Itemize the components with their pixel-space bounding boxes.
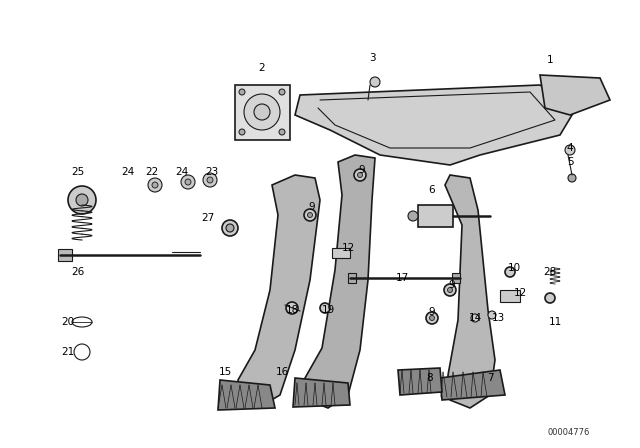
Text: 24: 24 xyxy=(175,167,189,177)
Circle shape xyxy=(429,315,435,320)
Text: 27: 27 xyxy=(202,213,214,223)
Circle shape xyxy=(68,186,96,214)
Bar xyxy=(452,273,460,283)
Text: 24: 24 xyxy=(122,167,134,177)
Circle shape xyxy=(426,312,438,324)
Circle shape xyxy=(568,174,576,182)
Circle shape xyxy=(358,172,362,177)
Text: 11: 11 xyxy=(548,317,562,327)
Circle shape xyxy=(354,169,366,181)
Text: 23: 23 xyxy=(205,167,219,177)
Circle shape xyxy=(181,175,195,189)
Polygon shape xyxy=(238,175,320,408)
Polygon shape xyxy=(305,155,375,408)
Text: 16: 16 xyxy=(275,367,289,377)
Circle shape xyxy=(444,284,456,296)
Text: 1: 1 xyxy=(547,55,554,65)
Circle shape xyxy=(488,311,496,319)
Circle shape xyxy=(304,209,316,221)
Text: 10: 10 xyxy=(508,263,520,273)
Polygon shape xyxy=(540,75,610,115)
Text: 7: 7 xyxy=(486,373,493,383)
Circle shape xyxy=(203,173,217,187)
Text: 6: 6 xyxy=(429,185,435,195)
Polygon shape xyxy=(295,85,575,165)
Circle shape xyxy=(320,303,330,313)
Circle shape xyxy=(565,145,575,155)
Text: 28: 28 xyxy=(543,267,557,277)
Text: 9: 9 xyxy=(308,202,316,212)
Text: 18: 18 xyxy=(285,305,299,315)
Text: 8: 8 xyxy=(427,373,433,383)
Text: 17: 17 xyxy=(396,273,408,283)
Text: 25: 25 xyxy=(72,167,84,177)
Text: 12: 12 xyxy=(341,243,355,253)
Circle shape xyxy=(222,220,238,236)
Circle shape xyxy=(244,94,280,130)
Text: 00004776: 00004776 xyxy=(548,427,590,436)
Text: 22: 22 xyxy=(145,167,159,177)
Circle shape xyxy=(545,293,555,303)
Text: 9: 9 xyxy=(358,165,365,175)
Circle shape xyxy=(370,77,380,87)
Circle shape xyxy=(279,89,285,95)
Text: 26: 26 xyxy=(72,267,84,277)
Text: 4: 4 xyxy=(566,143,573,153)
Text: 3: 3 xyxy=(369,53,375,63)
Text: 9: 9 xyxy=(449,280,455,290)
Circle shape xyxy=(207,177,213,183)
Bar xyxy=(58,249,72,261)
Polygon shape xyxy=(398,368,442,395)
Circle shape xyxy=(239,89,245,95)
Text: 2: 2 xyxy=(259,63,266,73)
Bar xyxy=(235,85,290,140)
Text: 19: 19 xyxy=(321,305,335,315)
Circle shape xyxy=(254,104,270,120)
Circle shape xyxy=(471,314,479,322)
Polygon shape xyxy=(440,370,505,400)
Bar xyxy=(348,273,356,283)
Bar xyxy=(500,290,520,302)
Text: 9: 9 xyxy=(429,307,435,317)
Text: 21: 21 xyxy=(61,347,75,357)
Text: 13: 13 xyxy=(492,313,504,323)
Text: 14: 14 xyxy=(468,313,482,323)
Circle shape xyxy=(447,288,452,293)
Circle shape xyxy=(408,211,418,221)
Bar xyxy=(418,205,453,227)
Circle shape xyxy=(152,182,158,188)
Polygon shape xyxy=(293,378,350,407)
Text: 15: 15 xyxy=(218,367,232,377)
Text: 20: 20 xyxy=(61,317,75,327)
Circle shape xyxy=(76,194,88,206)
Bar xyxy=(332,248,350,258)
Circle shape xyxy=(239,129,245,135)
Circle shape xyxy=(307,212,312,217)
Text: 5: 5 xyxy=(566,157,573,167)
Circle shape xyxy=(505,267,515,277)
Text: 12: 12 xyxy=(513,288,527,298)
Circle shape xyxy=(185,179,191,185)
Circle shape xyxy=(279,129,285,135)
Circle shape xyxy=(148,178,162,192)
Circle shape xyxy=(286,302,298,314)
Polygon shape xyxy=(218,380,275,410)
Polygon shape xyxy=(445,175,495,408)
Circle shape xyxy=(226,224,234,232)
